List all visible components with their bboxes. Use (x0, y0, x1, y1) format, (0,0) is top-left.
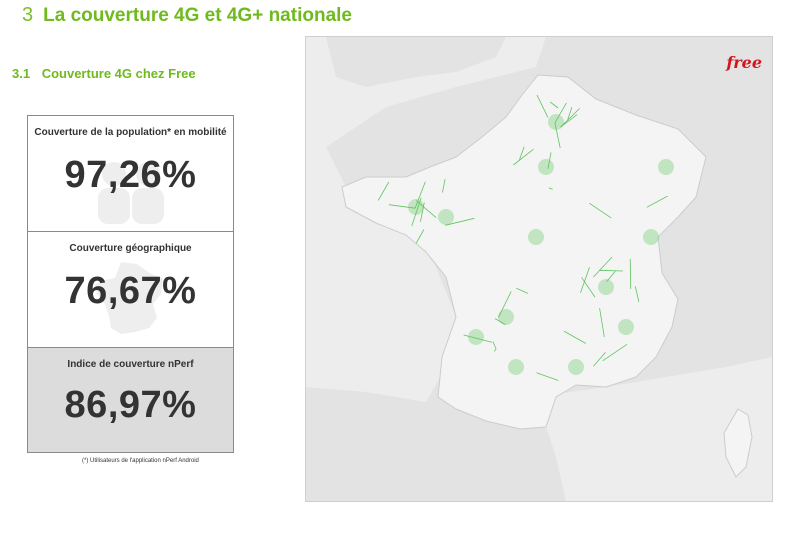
coverage-network (377, 94, 668, 381)
subsection-title: Couverture 4G chez Free (41, 66, 196, 81)
stat-label: Couverture de la population* en mobilité (34, 127, 227, 138)
coverage-hotspot (408, 199, 424, 215)
corsica (723, 408, 753, 478)
stat-value: 97,26% (64, 154, 197, 196)
section-heading: 3 La couverture 4G et 4G+ nationale (22, 4, 352, 30)
map-canvas (306, 37, 772, 501)
coverage-hotspot (643, 229, 659, 245)
france-shape (341, 74, 707, 430)
coverage-hotspot (658, 159, 674, 175)
coverage-map: free (305, 36, 773, 502)
france-map-icon (94, 262, 163, 334)
stat-nperf-index: Indice de couverture nPerf 86,97% (28, 348, 233, 452)
england (326, 37, 506, 87)
coverage-hotspot (598, 279, 614, 295)
stat-population-coverage: Couverture de la population* en mobilité… (28, 116, 233, 232)
mediterranean-sea (536, 357, 772, 501)
stat-geographic-coverage: Couverture géographique 76,67% (28, 232, 233, 348)
subsection-number: 3.1 (12, 66, 31, 81)
stat-label: Couverture géographique (69, 243, 192, 254)
coverage-hotspot (548, 114, 564, 130)
coverage-hotspot (538, 159, 554, 175)
free-logo: free (726, 53, 762, 72)
coverage-hotspot (618, 319, 634, 335)
stats-panel: Couverture de la population* en mobilité… (27, 115, 234, 453)
people-icon (97, 162, 164, 224)
subsection-heading: 3.1 Couverture 4G chez Free (12, 66, 196, 81)
stat-value: 76,67% (64, 270, 197, 312)
coverage-hotspot (528, 229, 544, 245)
coverage-hotspot (508, 359, 524, 375)
footnote: (*) Utilisateurs de l'application nPerf … (82, 458, 199, 464)
coverage-hotspot (468, 329, 484, 345)
coverage-hotspot (498, 309, 514, 325)
atlantic-sea (306, 37, 546, 402)
section-number: 3 (22, 4, 34, 26)
coverage-hotspot (568, 359, 584, 375)
stat-value: 86,97% (64, 384, 197, 426)
stat-label: Indice de couverture nPerf (67, 359, 194, 370)
section-title: La couverture 4G et 4G+ nationale (43, 5, 352, 26)
coverage-hotspot (438, 209, 454, 225)
